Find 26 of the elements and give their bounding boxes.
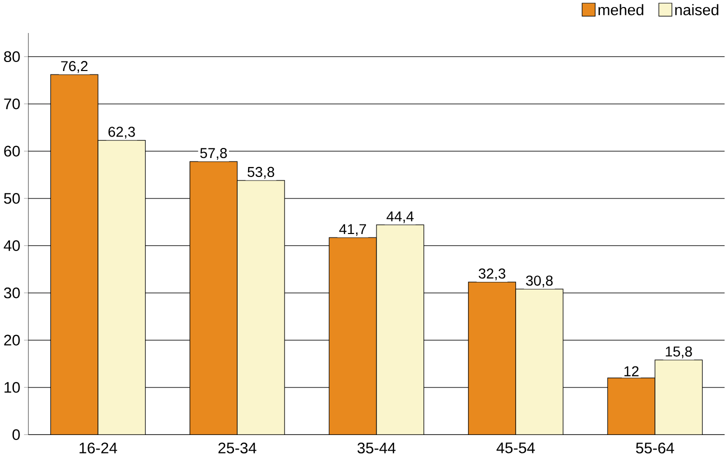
- legend-label: naised: [675, 4, 718, 16]
- data-label: 30,8: [526, 276, 553, 288]
- y-tick-label: 40: [4, 240, 20, 252]
- data-label: 57,8: [200, 148, 227, 160]
- y-tick-label: 70: [4, 98, 20, 110]
- y-tick-label: 10: [4, 382, 20, 393]
- y-tick-label: 80: [4, 51, 20, 62]
- data-label: 41,7: [339, 224, 366, 236]
- data-label: 12: [624, 366, 639, 376]
- x-tick-label: 45-54: [496, 442, 535, 454]
- data-label: 76,2: [61, 61, 88, 73]
- x-tick-label: 25-34: [218, 442, 256, 454]
- x-tick-label: 55-64: [636, 442, 674, 454]
- y-tick-label: 0: [12, 429, 20, 440]
- data-label: 32,3: [478, 268, 506, 280]
- y-tick-label: 20: [4, 334, 20, 346]
- data-label: 44,4: [386, 212, 414, 224]
- data-label: 53,8: [248, 166, 274, 179]
- y-tick-label: 60: [4, 146, 20, 157]
- data-label: 15,8: [666, 346, 692, 358]
- legend-label: mehed: [598, 4, 644, 16]
- y-tick-label: 50: [4, 193, 20, 204]
- data-label: 62,3: [108, 126, 135, 139]
- x-tick-label: 16-24: [80, 442, 118, 454]
- y-tick-label: 30: [4, 288, 20, 298]
- x-tick-label: 35-44: [358, 442, 396, 454]
